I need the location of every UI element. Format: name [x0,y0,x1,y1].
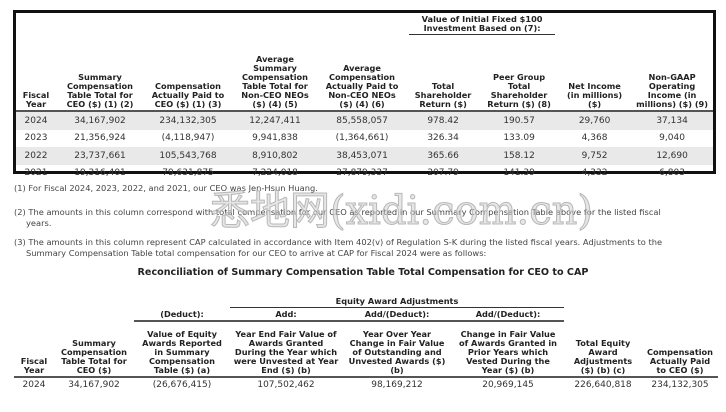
column-header: Compensation Actually Paid to CEO ($) [642,322,719,378]
table-cell: 27,879,337 [336,168,388,179]
table-cell: 326.34 [427,133,459,144]
table-cell: 98,169,212 [371,380,423,390]
table-cell: 190.57 [480,112,559,130]
footnote-1: (1) For Fiscal 2024, 2023, 2022, and 202… [14,183,318,193]
table-cell: 20,969,145 [482,380,534,390]
adjustment-label: Add/(Deduct): [452,308,565,322]
column-header: Year Over Year Change in Fair Value of O… [342,322,452,378]
column-header: Compensation Actually Paid to CEO ($) (1… [144,38,232,112]
table-cell: (26,676,415) [152,380,212,390]
footnote-2-line-2: years. [26,218,52,228]
table-cell: 6,803 [659,168,685,179]
column-header: Value of Equity Awards Reported in Summa… [134,322,230,378]
table-cell: 9,752 [558,147,632,165]
footnote-2: (2) The amounts in this column correspon… [14,207,720,229]
reconciliation-table: Equity Award Adjustments (Deduct): Add: Ad… [14,294,719,392]
table-cell: 29,760 [558,112,632,130]
column-header: Year End Fair Value of Awards Granted Du… [230,322,342,378]
table-cell: 4,368 [581,133,608,144]
table-row: 2023 21,356,924 (4,118,947) 9,941,838 (1,364… [16,130,713,148]
table-cell: 34,167,902 [56,112,144,130]
table-cell: 7,224,018 [252,168,298,179]
table-cell: 365.66 [406,147,481,165]
column-header: Change in Fair Value of Awards Granted i… [452,322,565,378]
column-header: Fiscal Year [16,38,56,112]
footnote-3: (3) The amounts in this column represent… [14,237,720,259]
table-cell: 37,134 [631,112,714,130]
table-cell: 105,543,768 [144,147,232,165]
adjustment-label: (Deduct): [134,308,230,322]
table-cell: 2024 [22,380,46,390]
table-row: 2024 34,167,902 234,132,305 12,247,411 85,55… [16,112,714,130]
table-cell: 978.42 [406,112,481,130]
table-cell: 79,631,875 [162,168,214,179]
adjustment-label: Add: [230,308,342,322]
column-header: Peer Group Total Shareholder Return ($) … [480,38,559,112]
column-header: Summary Compensation Table Total for CEO… [56,38,144,112]
table-cell: 38,453,071 [318,147,407,165]
table-cell: 234,132,305 [651,380,709,390]
pay-versus-performance-table: Value of Initial Fixed $100 Investment B… [16,12,714,183]
table-cell: 19,316,401 [74,168,126,179]
table-cell: 4,332 [581,168,608,179]
table-cell: 2023 [24,133,48,144]
column-header: Net Income (in millions) ($) [558,38,632,112]
column-header: Total Equity Award Adjustments ($) (b) (… [564,322,643,378]
table-cell: 141.39 [503,168,535,179]
column-header: Non-GAAP Operating Income (in millions) … [631,38,714,112]
column-header: Summary Compensation Table Total for CEO… [54,322,134,378]
footnote-3-line-2: Summary Compensation Table total compens… [26,248,487,258]
table-cell: 158.12 [480,147,559,165]
column-header: Average Summary Compensation Table Total… [232,38,318,112]
table-cell: 207.79 [427,168,459,179]
table-row: 2021 19,316,401 79,631,875 7,224,018 27,879,… [16,165,713,183]
table-cell: 8,910,802 [232,147,318,165]
column-header: Average Compensation Actually Paid to No… [318,38,407,112]
performance-table-border [13,10,716,174]
table-cell: 85,558,057 [318,112,407,130]
reconciliation-title: Reconciliation of Summary Compensation T… [137,267,589,278]
table-cell: (1,364,661) [335,133,389,144]
table-cell: 34,167,902 [68,380,120,390]
table-row: 2024 34,167,902 (26,676,415) 107,502,462 98,… [14,378,718,392]
column-header: Fiscal Year [14,322,54,378]
table-cell: 133.09 [503,133,535,144]
table-cell: 2022 [16,147,56,165]
adjustment-label: Add/(Deduct): [342,308,452,322]
table-row: 2022 23,737,661 105,543,768 8,910,802 38,453… [16,147,714,165]
table-cell: 9,941,838 [252,133,298,144]
table-cell: 12,690 [631,147,714,165]
table-cell: 226,640,818 [574,380,632,390]
column-header: Total Shareholder Return ($) [406,38,481,112]
table-cell: 12,247,411 [232,112,318,130]
table-cell: 23,737,661 [56,147,144,165]
table-cell: 234,132,305 [144,112,232,130]
footnote-2-line-1: (2) The amounts in this column correspon… [14,207,661,217]
table-cell: 2021 [24,168,48,179]
table-cell: (4,118,947) [161,133,215,144]
table-cell: 9,040 [659,133,685,144]
table-cell: 21,356,924 [74,133,126,144]
footnote-3-line-1: (3) The amounts in this column represent… [14,237,663,247]
tsr-group-header: Value of Initial Fixed $100 Investment B… [409,15,556,35]
equity-adjustments-header: Equity Award Adjustments [230,297,565,308]
table-cell: 107,502,462 [257,380,315,390]
table-cell: 2024 [16,112,56,130]
